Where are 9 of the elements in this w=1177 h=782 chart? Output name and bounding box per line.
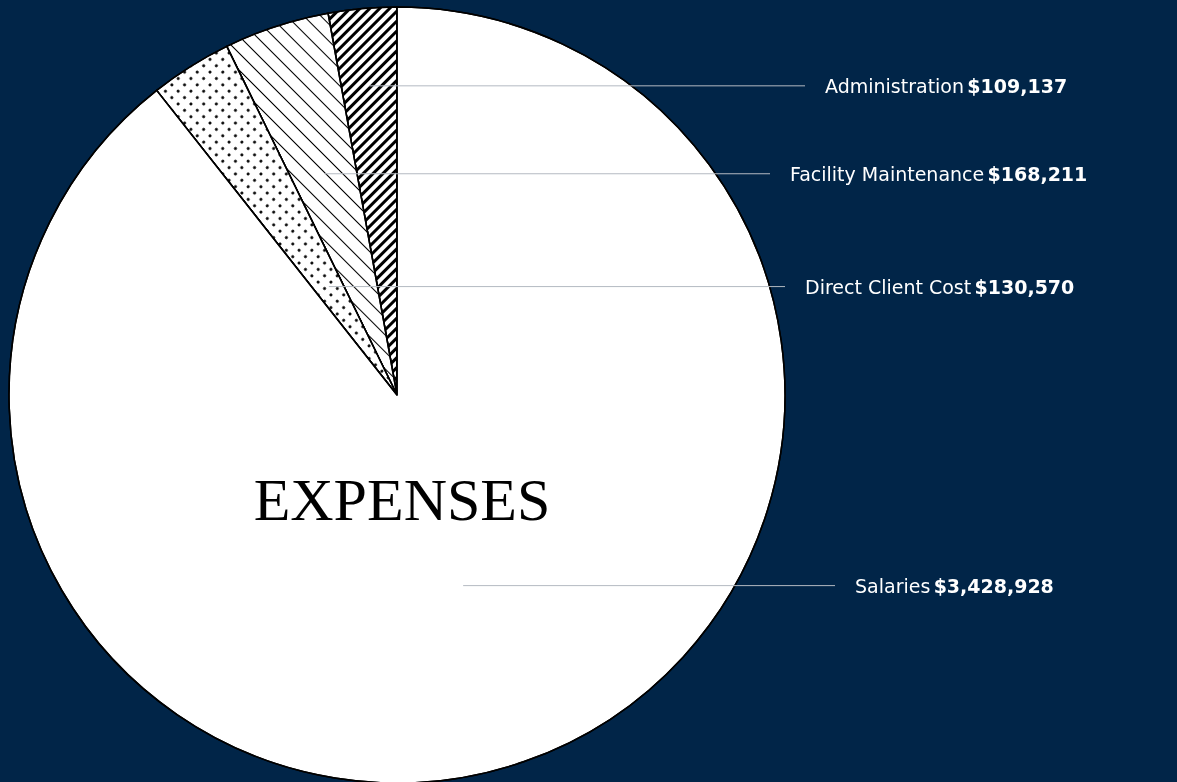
slice-label: Administration (825, 74, 965, 97)
data-label: $130,570 (974, 275, 1075, 298)
slice-label: Salaries (855, 574, 931, 597)
slice-label: Facility Maintenance (790, 162, 985, 185)
data-label: $109,137 (967, 74, 1068, 97)
data-label: $168,211 (987, 162, 1088, 185)
slice-label: Direct Client Cost (805, 275, 972, 298)
data-label: $3,428,928 (933, 574, 1054, 597)
text: EXPENSES (253, 467, 551, 533)
